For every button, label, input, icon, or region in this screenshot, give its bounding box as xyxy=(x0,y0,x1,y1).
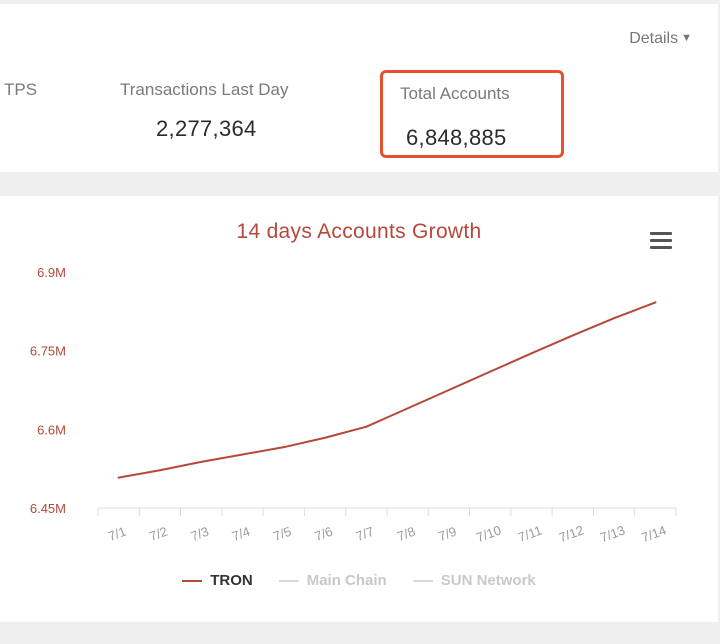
legend-label: SUN Network xyxy=(440,572,536,589)
y-tick-label: 6.45M xyxy=(30,501,66,516)
legend-swatch xyxy=(412,579,433,582)
tps-value: 3 xyxy=(0,116,37,142)
x-tick-label: 7/3 xyxy=(189,524,211,544)
transactions-label: Transactions Last Day xyxy=(120,80,289,99)
chart-title: 14 days Accounts Growth xyxy=(236,220,482,243)
tps-label: TPS xyxy=(4,80,38,99)
y-tick-label: 6.6M xyxy=(37,422,66,437)
stat-tps: TPS 3 xyxy=(0,80,37,142)
legend-swatch xyxy=(278,579,299,582)
total-accounts-value: 6,848,885 xyxy=(406,125,507,150)
details-dropdown[interactable]: Details ▼ xyxy=(629,30,692,48)
x-tick-label: 7/12 xyxy=(557,522,586,545)
data-point xyxy=(654,301,657,304)
stat-transactions: Transactions Last Day 2,277,364 xyxy=(120,80,289,142)
data-point xyxy=(324,436,327,439)
y-tick-label: 6.75M xyxy=(30,344,66,359)
x-tick-label: 7/14 xyxy=(639,522,668,545)
x-tick-label: 7/1 xyxy=(106,524,128,544)
y-tick-label: 6.9M xyxy=(37,265,66,280)
data-point xyxy=(530,352,533,355)
data-point xyxy=(117,476,120,479)
hamburger-menu-icon[interactable] xyxy=(650,232,672,250)
data-point xyxy=(489,370,492,373)
legend-swatch xyxy=(182,579,203,582)
caret-down-icon: ▼ xyxy=(681,32,692,44)
stats-card: Details▼ TPS 3 Transactions Last Day 2,2… xyxy=(0,4,718,172)
legend-label: TRON xyxy=(210,572,253,589)
stat-total-accounts-highlight: Total Accounts 6,848,885 xyxy=(380,70,564,158)
x-tick-label: 7/8 xyxy=(395,524,417,544)
x-tick-label: 7/5 xyxy=(271,524,293,544)
total-accounts-label: Total Accounts xyxy=(400,84,510,103)
data-point xyxy=(158,469,161,472)
legend-item[interactable]: SUN Network xyxy=(412,572,536,589)
x-tick-label: 7/11 xyxy=(516,523,544,545)
chart-legend: TRON Main Chain SUN Network xyxy=(0,572,718,589)
x-tick-label: 7/4 xyxy=(230,524,252,544)
legend-label: Main Chain xyxy=(306,572,387,589)
legend-item[interactable]: TRON xyxy=(182,572,253,589)
x-tick-label: 7/13 xyxy=(598,522,627,545)
data-point xyxy=(200,460,203,463)
details-label: Details xyxy=(629,30,679,47)
chart-card: 14 days Accounts Growth 6.45M 6.6M 6.75M 6.… xyxy=(0,196,718,622)
x-tick-label: 7/9 xyxy=(436,524,458,544)
transactions-value: 2,277,364 xyxy=(156,116,257,141)
x-tick-label: 7/6 xyxy=(312,524,334,544)
data-point xyxy=(282,446,285,449)
x-tick-label: 7/2 xyxy=(147,524,169,544)
accounts-growth-chart: 6.45M 6.6M 6.75M 6.9M 7/1 7/2 7/3 7/4 7/5 7/6 7/7 7… xyxy=(30,265,677,545)
series-line-tron xyxy=(117,301,657,479)
data-point xyxy=(365,425,368,428)
x-tick-label: 7/10 xyxy=(474,522,503,545)
data-point xyxy=(613,317,616,320)
x-tick-label: 7/7 xyxy=(354,524,376,544)
data-point xyxy=(241,453,244,456)
data-point xyxy=(571,334,574,337)
data-point xyxy=(447,389,450,391)
data-point xyxy=(406,407,409,410)
legend-item[interactable]: Main Chain xyxy=(278,572,387,589)
